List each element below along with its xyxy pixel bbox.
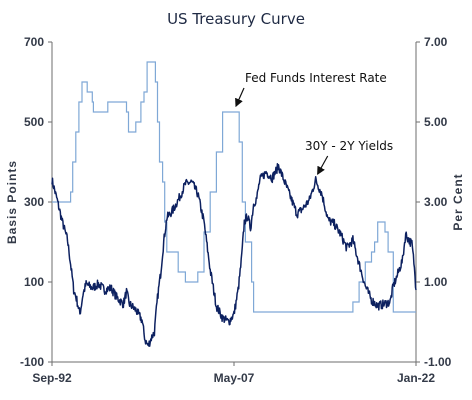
right-tick-label: 5.00 <box>424 115 448 129</box>
x-tick-label: Sep-92 <box>32 371 72 385</box>
left-tick-label: 500 <box>24 115 44 129</box>
right-tick-label: 7.00 <box>424 35 448 49</box>
right-tick-label: -1.00 <box>424 355 452 369</box>
series-lines <box>51 61 417 347</box>
tick-labels: 700 500 300 100 -100 7.00 5.00 3.00 1.00 -1.00 Sep… <box>20 35 452 385</box>
x-tick-label: May-07 <box>214 371 255 385</box>
yield-spread-line <box>51 162 417 347</box>
left-tick-label: 300 <box>24 195 44 209</box>
left-tick-label: -100 <box>20 355 44 369</box>
annotations: Fed Funds Interest Rate 30Y - 2Y Yields <box>235 71 393 176</box>
left-axis-label: Basis Points <box>5 160 19 244</box>
axes <box>48 41 420 366</box>
yield-spread-arrow <box>317 155 329 176</box>
x-tick-label: Jan-22 <box>397 371 435 385</box>
right-axis-label: Per Cent <box>451 173 465 230</box>
left-tick-label: 700 <box>24 35 44 49</box>
yield-spread-annotation: 30Y - 2Y Yields <box>305 139 393 153</box>
right-tick-label: 3.00 <box>424 195 448 209</box>
right-tick-label: 1.00 <box>424 275 448 289</box>
chart-title: US Treasury Curve <box>167 10 305 28</box>
fed-funds-arrow <box>235 87 245 108</box>
fed-funds-annotation: Fed Funds Interest Rate <box>245 71 387 85</box>
fed-funds-line <box>52 61 416 313</box>
left-tick-label: 100 <box>24 275 44 289</box>
